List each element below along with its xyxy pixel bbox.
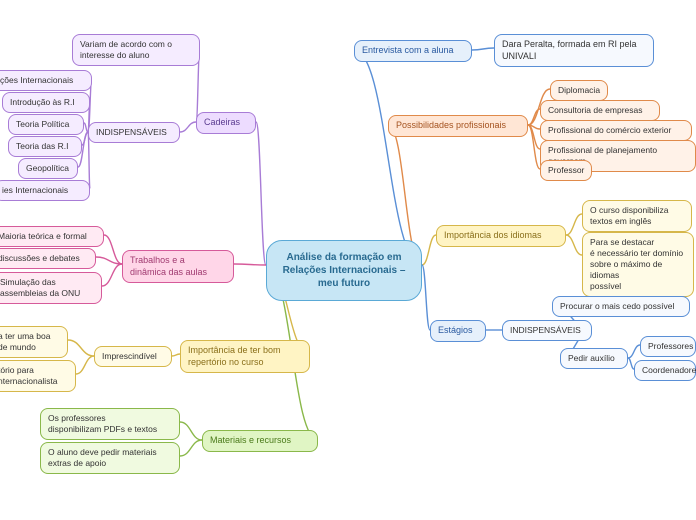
node-estagios[interactable]: Estágios bbox=[430, 320, 486, 342]
center-node[interactable]: Análise da formação em Relações Internac… bbox=[266, 240, 422, 301]
edge bbox=[256, 122, 266, 265]
node-m2[interactable]: O aluno deve pedir materiais extras de a… bbox=[40, 442, 180, 474]
node-m1[interactable]: Os professores disponibilizam PDFs e tex… bbox=[40, 408, 180, 440]
node-poss[interactable]: Possibilidades profissionais bbox=[388, 115, 528, 137]
node-profes[interactable]: Professores bbox=[640, 336, 696, 357]
node-idi1[interactable]: O curso disponibiliza textos em inglês bbox=[582, 200, 692, 232]
edge bbox=[172, 354, 180, 356]
node-t3[interactable]: Simulação das assembleias da ONU bbox=[0, 272, 102, 304]
edge bbox=[104, 235, 122, 264]
node-entrevista[interactable]: Entrevista com a aluna bbox=[354, 40, 472, 62]
node-idiomas[interactable]: Importância dos idiomas bbox=[436, 225, 566, 247]
node-idi2[interactable]: Para se destacar é necessário ter domíni… bbox=[582, 232, 694, 297]
edge bbox=[628, 345, 640, 358]
edge bbox=[528, 109, 540, 125]
node-c4[interactable]: Teoria das R.I bbox=[8, 136, 82, 157]
node-dip[interactable]: Diplomacia bbox=[550, 80, 608, 101]
node-cadeiras[interactable]: Cadeiras bbox=[196, 112, 256, 134]
node-mat[interactable]: Materiais e recursos bbox=[202, 430, 318, 452]
node-dara[interactable]: Dara Peralta, formada em RI pela UNIVALI bbox=[494, 34, 654, 67]
node-est_ind[interactable]: INDISPENSÁVEIS bbox=[502, 320, 592, 341]
node-trab[interactable]: Trabalhos e a dinâmica das aulas bbox=[122, 250, 234, 283]
node-impr[interactable]: Imprescindível bbox=[94, 346, 172, 367]
node-r1[interactable]: a ter uma boa de mundo bbox=[0, 326, 68, 358]
mindmap-canvas: Análise da formação em Relações Internac… bbox=[0, 0, 696, 520]
edge bbox=[180, 440, 202, 456]
edge bbox=[566, 214, 582, 235]
edge bbox=[422, 265, 430, 330]
edge bbox=[180, 122, 196, 132]
node-c1[interactable]: ções Internacionais bbox=[0, 70, 92, 91]
node-proc[interactable]: Procurar o mais cedo possível bbox=[552, 296, 690, 317]
node-rep[interactable]: Importância de ter bom repertório no cur… bbox=[180, 340, 310, 373]
edge bbox=[180, 422, 202, 440]
edge bbox=[528, 125, 540, 129]
edge bbox=[102, 264, 122, 286]
node-c2[interactable]: Introdução às R.I bbox=[2, 92, 90, 113]
node-prof[interactable]: Professor bbox=[540, 160, 592, 181]
edge bbox=[354, 50, 422, 265]
edge bbox=[566, 235, 582, 255]
node-pedir[interactable]: Pedir auxílio bbox=[560, 348, 628, 369]
node-coord[interactable]: Coordenadores bbox=[634, 360, 696, 381]
edge bbox=[68, 340, 94, 356]
node-t2[interactable]: discussões e debates bbox=[0, 248, 96, 269]
node-cad_ind[interactable]: INDISPENSÁVEIS bbox=[88, 122, 180, 143]
edge bbox=[76, 356, 94, 374]
node-variam[interactable]: Variam de acordo com o interesse do alun… bbox=[72, 34, 200, 66]
edge bbox=[96, 257, 122, 264]
node-c3[interactable]: Teoria Política bbox=[8, 114, 84, 135]
edge bbox=[528, 125, 540, 149]
node-comex[interactable]: Profissional do comércio exterior bbox=[540, 120, 692, 141]
node-c5[interactable]: Geopolítica bbox=[18, 158, 78, 179]
edge bbox=[528, 125, 540, 169]
node-t1[interactable]: Maioria teórica e formal bbox=[0, 226, 104, 247]
node-r2[interactable]: tório para nternacionalista bbox=[0, 360, 76, 392]
node-cons[interactable]: Consultoria de empresas bbox=[540, 100, 660, 121]
edge bbox=[472, 48, 494, 50]
edge bbox=[422, 235, 436, 265]
edge bbox=[234, 264, 266, 265]
node-c6[interactable]: ies Internacionais bbox=[0, 180, 90, 201]
